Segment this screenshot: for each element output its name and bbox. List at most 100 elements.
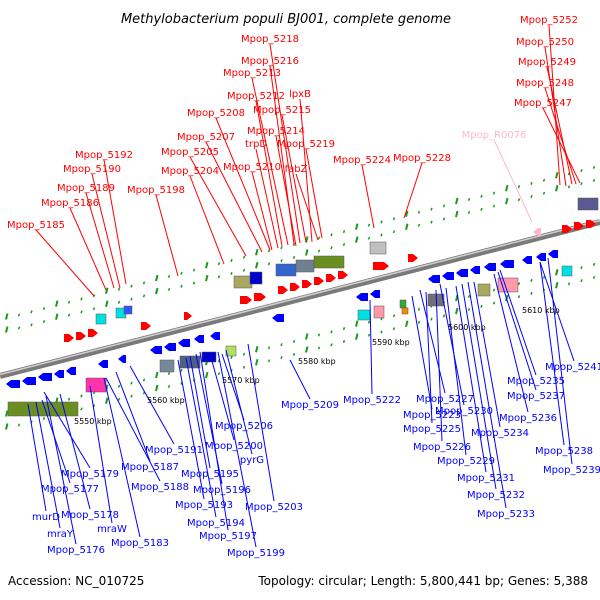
tick-mark xyxy=(405,223,409,231)
leader-line xyxy=(539,261,575,362)
tick-mark xyxy=(580,266,583,270)
leader-line xyxy=(493,273,529,413)
leader-line xyxy=(289,359,311,400)
feature-block xyxy=(95,313,107,325)
forward-gene-arrow xyxy=(88,329,98,337)
leader-line xyxy=(155,194,179,277)
tick-mark xyxy=(517,295,521,299)
leader-line xyxy=(435,289,443,442)
gene-label: Mpop_5210 xyxy=(223,162,281,173)
gene-label: trpD xyxy=(245,139,267,150)
tick-mark xyxy=(555,269,559,276)
tick-mark xyxy=(392,327,396,331)
tick-mark xyxy=(192,268,196,272)
tick-mark xyxy=(205,371,209,379)
gene-label: mraW xyxy=(97,524,127,535)
tick-mark xyxy=(317,333,321,337)
tick-mark xyxy=(17,423,21,427)
gene-label: Mpop_5209 xyxy=(281,400,339,411)
leader-line xyxy=(189,175,225,265)
gene-label: Mpop_5223 xyxy=(403,410,461,421)
reverse-gene-arrow xyxy=(194,335,204,343)
gene-label: Mpop_5222 xyxy=(343,395,401,406)
tick-mark xyxy=(580,279,583,283)
tick-mark xyxy=(367,223,371,227)
tick-mark xyxy=(455,197,459,205)
leader-line xyxy=(544,87,577,185)
tick-mark xyxy=(280,259,283,263)
leader-line xyxy=(69,207,107,291)
tick-mark xyxy=(530,181,533,185)
tick-mark xyxy=(105,397,109,405)
tick-mark xyxy=(505,197,509,205)
forward-gene-arrow xyxy=(254,293,266,301)
leader-line xyxy=(215,117,271,251)
gene-label: Mpop_5237 xyxy=(507,391,565,402)
tick-mark xyxy=(567,282,571,286)
tick-mark xyxy=(142,294,146,298)
gene-label: Mpop_5224 xyxy=(333,155,391,166)
tick-mark xyxy=(205,261,209,269)
tick-mark xyxy=(355,320,359,327)
tick-mark xyxy=(117,397,121,401)
gene-label: Mpop_5236 xyxy=(499,413,557,424)
gene-label: Mpop_5176 xyxy=(47,545,105,556)
tick-mark xyxy=(342,340,346,344)
gene-label: Mpop_5214 xyxy=(247,126,305,137)
tick-mark xyxy=(367,236,371,240)
tick-mark xyxy=(342,230,346,234)
leader-line xyxy=(419,289,446,394)
gene-label: Mpop_5193 xyxy=(175,500,233,511)
tick-mark xyxy=(592,165,596,169)
leader-line xyxy=(546,66,573,185)
tick-mark xyxy=(80,407,83,411)
tick-mark xyxy=(442,314,446,318)
tick-mark xyxy=(392,217,396,221)
leader-line xyxy=(41,399,71,484)
tick-mark xyxy=(342,327,346,331)
forward-gene-arrow xyxy=(314,277,324,285)
tick-mark xyxy=(255,359,259,366)
tick-mark xyxy=(580,182,583,186)
tick-mark xyxy=(530,194,533,198)
gene-label: Mpop_5227 xyxy=(416,394,474,405)
scale-label-5550: 5550 kbp xyxy=(74,417,112,426)
tick-mark xyxy=(180,368,183,372)
tick-mark xyxy=(280,356,283,360)
tick-mark xyxy=(517,282,521,286)
scale-label-5580: 5580 kbp xyxy=(298,357,336,366)
reverse-gene-arrow xyxy=(533,228,541,236)
reverse-gene-arrow xyxy=(428,275,440,283)
tick-mark xyxy=(67,300,71,304)
tick-mark xyxy=(255,249,259,256)
tick-mark xyxy=(130,394,133,398)
tick-mark xyxy=(42,417,46,421)
gene-label: Mpop_5203 xyxy=(245,502,303,513)
leader-line xyxy=(445,287,467,456)
leader-line xyxy=(27,403,47,512)
tick-mark xyxy=(342,243,346,247)
forward-gene-arrow xyxy=(338,271,348,279)
tick-mark xyxy=(492,288,496,292)
reverse-gene-arrow xyxy=(98,360,108,368)
gene-features xyxy=(6,197,599,417)
tick-mark xyxy=(280,246,283,250)
reverse-gene-arrow xyxy=(536,253,546,261)
gene-label: Mpop_5200 xyxy=(205,441,263,452)
leader-line xyxy=(251,171,273,251)
leader-line xyxy=(209,353,235,441)
tick-mark xyxy=(167,384,171,389)
forward-gene-arrow xyxy=(408,254,418,262)
leader-line xyxy=(369,299,373,395)
reverse-gene-arrow xyxy=(442,272,454,280)
forward-gene-arrow xyxy=(574,222,584,230)
reverse-gene-arrow xyxy=(548,250,558,258)
leader-line xyxy=(185,357,217,518)
tick-mark xyxy=(92,307,96,311)
tick-mark xyxy=(5,423,9,430)
tick-mark xyxy=(117,287,121,291)
leader-line xyxy=(455,285,487,473)
gene-label: Mpop_5216 xyxy=(241,56,299,67)
tick-mark xyxy=(42,307,46,311)
gene-label: Mpop_5232 xyxy=(467,490,525,501)
